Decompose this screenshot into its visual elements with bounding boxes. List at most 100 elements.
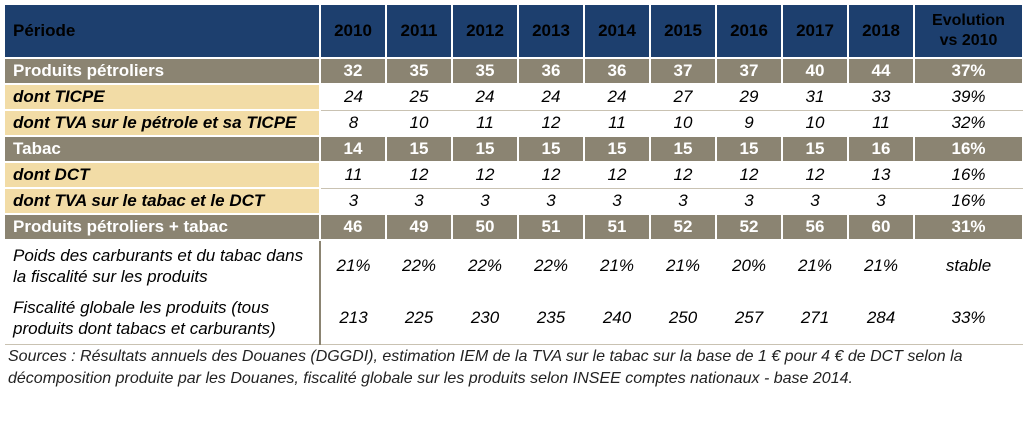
cell-value: 12 [518, 109, 584, 137]
cell-evolution: 33% [914, 291, 1023, 345]
cell-value: 16 [847, 135, 915, 163]
cell-evolution: 16% [913, 135, 1024, 163]
cell-value: 10 [386, 109, 452, 137]
row-label: Tabac [3, 135, 321, 163]
cell-value: 3 [320, 187, 386, 215]
cell-value: 213 [320, 291, 386, 345]
cell-value: 10 [650, 109, 716, 137]
header-evolution-line2: vs 2010 [939, 32, 998, 49]
header-year: 2011 [385, 3, 453, 59]
cell-value: 3 [452, 187, 518, 215]
cell-value: 15 [517, 135, 585, 163]
cell-value: 225 [386, 291, 452, 345]
cell-value: 20% [716, 239, 782, 293]
cell-value: 21% [782, 239, 848, 293]
cell-value: 14 [319, 135, 387, 163]
row-label: dont DCT [3, 161, 321, 189]
cell-value: 15 [385, 135, 453, 163]
row-label: Poids des carburants et du tabac dans la… [3, 239, 321, 293]
cell-value: 12 [584, 161, 650, 189]
cell-value: 21% [650, 239, 716, 293]
cell-value: 21% [584, 239, 650, 293]
table-row: Tabac 14 15 15 15 15 15 15 15 16 16% [3, 135, 1024, 163]
cell-value: 33 [848, 83, 914, 111]
cell-value: 11 [320, 161, 386, 189]
cell-evolution: 39% [914, 83, 1023, 111]
cell-value: 12 [386, 161, 452, 189]
cell-value: 24 [452, 83, 518, 111]
table-row: Poids des carburants et du tabac dans la… [3, 239, 1023, 293]
cell-value: 22% [452, 239, 518, 293]
header-year: 2017 [781, 3, 849, 59]
cell-value: 12 [716, 161, 782, 189]
cell-value: 22% [386, 239, 452, 293]
cell-value: 52 [715, 213, 783, 241]
cell-value: 52 [649, 213, 717, 241]
row-label: dont TICPE [3, 83, 321, 111]
cell-value: 21% [848, 239, 914, 293]
header-evolution-line1: Evolution [932, 12, 1005, 29]
row-label: Produits pétroliers [3, 57, 321, 85]
cell-value: 235 [518, 291, 584, 345]
cell-value: 44 [847, 57, 915, 85]
cell-value: 50 [451, 213, 519, 241]
cell-value: 11 [452, 109, 518, 137]
header-evolution: Evolution vs 2010 [913, 3, 1024, 59]
table-body: Produits pétroliers 32 35 35 36 36 37 37 40 44 37%… [3, 57, 1024, 345]
row-label: dont TVA sur le tabac et le DCT [3, 187, 321, 215]
header-year: 2012 [451, 3, 519, 59]
cell-value: 25 [386, 83, 452, 111]
row-label: Produits pétroliers + tabac [3, 213, 321, 241]
cell-value: 35 [451, 57, 519, 85]
cell-value: 257 [716, 291, 782, 345]
cell-value: 11 [848, 109, 914, 137]
table-row: dont TICPE 24 25 24 24 24 27 29 31 33 39% [3, 83, 1023, 111]
cell-value: 9 [716, 109, 782, 137]
cell-evolution: 16% [914, 161, 1023, 189]
cell-value: 60 [847, 213, 915, 241]
table-row: Fiscalité globale les produits (tous pro… [3, 291, 1023, 345]
cell-value: 3 [782, 187, 848, 215]
cell-value: 24 [518, 83, 584, 111]
cell-value: 15 [451, 135, 519, 163]
cell-value: 46 [319, 213, 387, 241]
cell-value: 29 [716, 83, 782, 111]
cell-value: 27 [650, 83, 716, 111]
cell-value: 35 [385, 57, 453, 85]
cell-value: 12 [650, 161, 716, 189]
header-year: 2013 [517, 3, 585, 59]
cell-value: 284 [848, 291, 914, 345]
cell-value: 12 [518, 161, 584, 189]
cell-value: 15 [649, 135, 717, 163]
cell-value: 51 [583, 213, 651, 241]
header-year: 2014 [583, 3, 651, 59]
cell-value: 22% [518, 239, 584, 293]
row-label: dont TVA sur le pétrole et sa TICPE [3, 109, 321, 137]
cell-value: 36 [517, 57, 585, 85]
header-year: 2010 [319, 3, 387, 59]
cell-value: 3 [848, 187, 914, 215]
cell-value: 3 [716, 187, 782, 215]
header-year: 2018 [847, 3, 915, 59]
cell-evolution: stable [914, 239, 1023, 293]
cell-value: 8 [320, 109, 386, 137]
cell-value: 40 [781, 57, 849, 85]
table-row: dont TVA sur le pétrole et sa TICPE 8 10 11… [3, 109, 1023, 137]
cell-value: 31 [782, 83, 848, 111]
cell-value: 24 [584, 83, 650, 111]
header-year: 2015 [649, 3, 717, 59]
cell-value: 36 [583, 57, 651, 85]
cell-value: 3 [584, 187, 650, 215]
cell-value: 15 [583, 135, 651, 163]
cell-evolution: 16% [914, 187, 1023, 215]
header-year: 2016 [715, 3, 783, 59]
header-row: Période 2010 2011 2012 2013 2014 2015 20… [3, 3, 1024, 59]
cell-value: 12 [782, 161, 848, 189]
cell-value: 12 [452, 161, 518, 189]
header-period: Période [3, 3, 321, 59]
cell-value: 3 [518, 187, 584, 215]
table-row: dont DCT 11 12 12 12 12 12 12 12 13 16% [3, 161, 1023, 189]
cell-value: 15 [781, 135, 849, 163]
row-label: Fiscalité globale les produits (tous pro… [3, 291, 321, 345]
